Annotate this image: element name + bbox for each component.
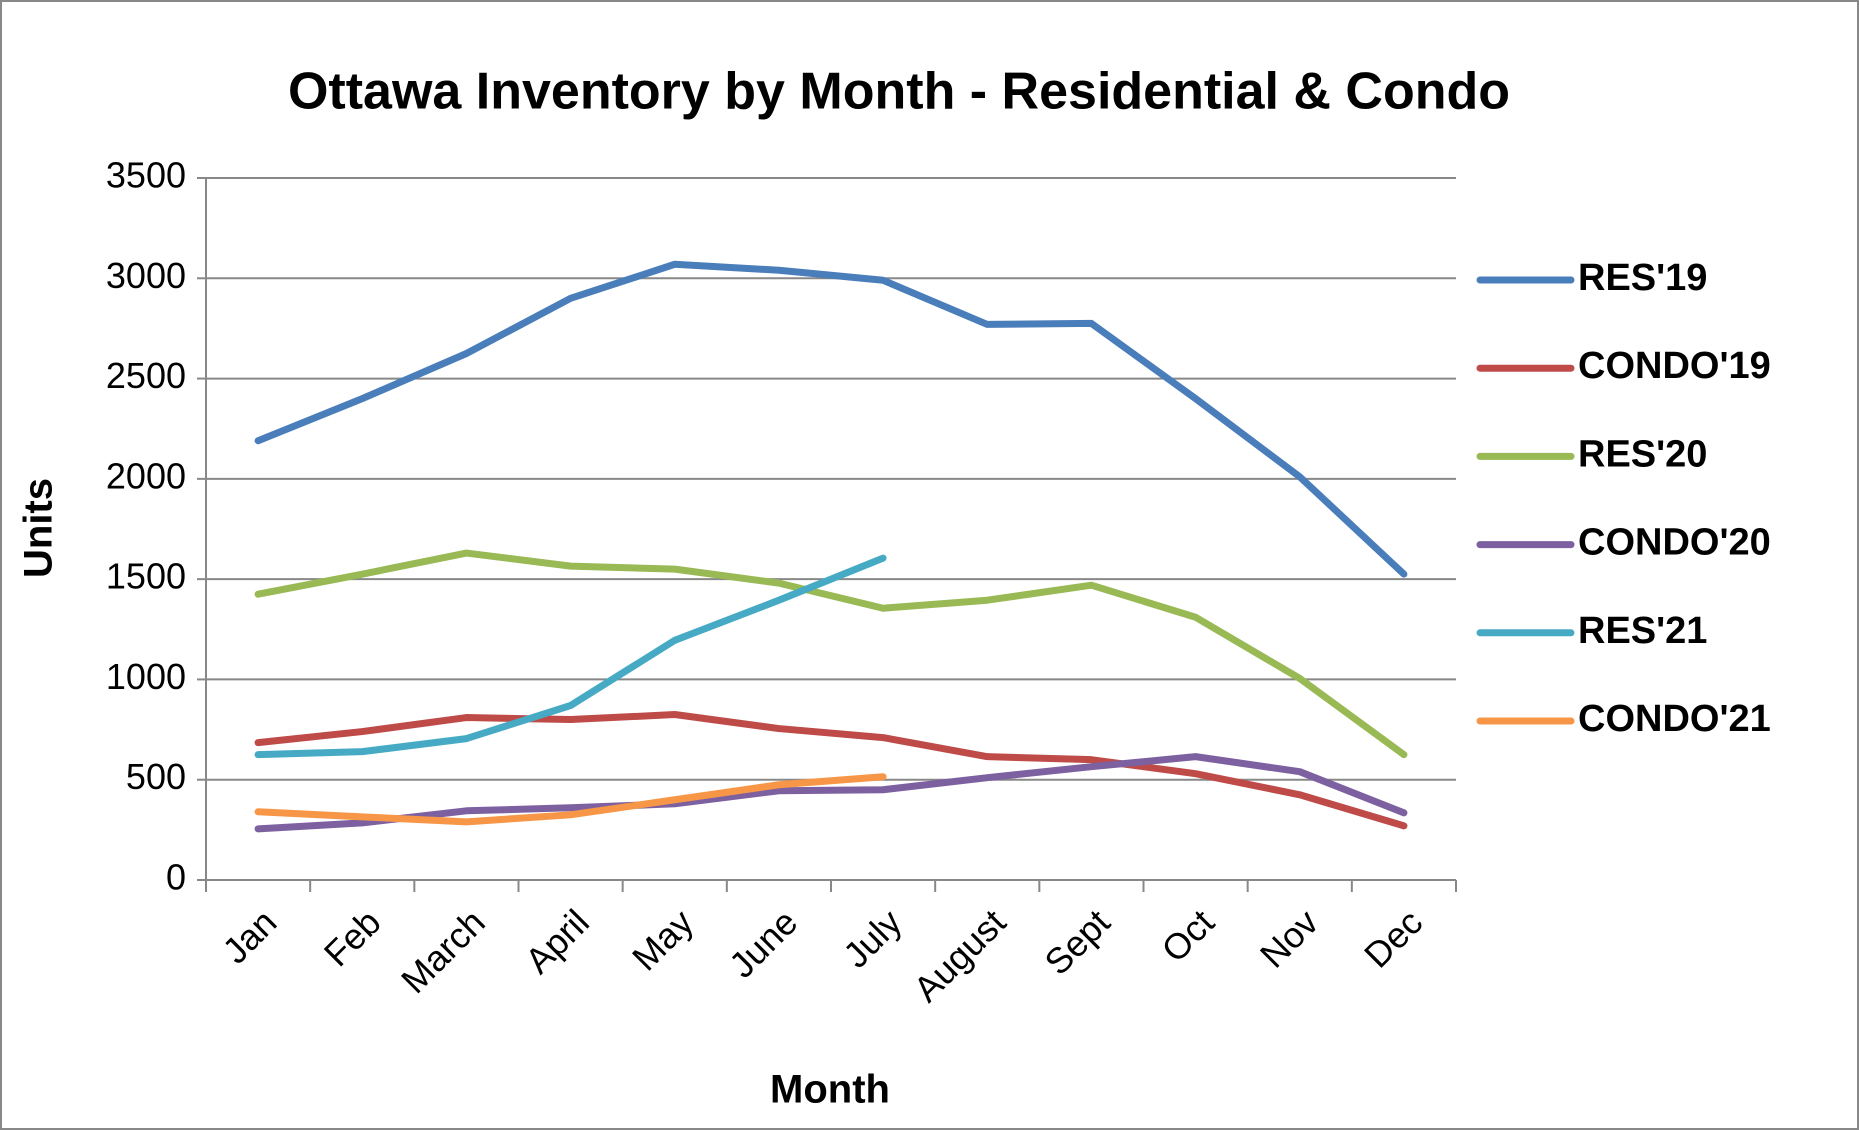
legend-label: RES'20 bbox=[1578, 433, 1707, 475]
x-axis-title: Month bbox=[770, 1068, 890, 1112]
y-tick-label: 2000 bbox=[106, 455, 186, 496]
chart-title: Ottawa Inventory by Month - Residential … bbox=[288, 63, 1510, 121]
legend-label: CONDO'21 bbox=[1578, 698, 1771, 740]
y-tick-label: 1500 bbox=[106, 556, 186, 597]
series-line bbox=[254, 260, 1408, 578]
y-tick-label: 1000 bbox=[106, 656, 186, 697]
y-tick-label: 3000 bbox=[106, 255, 186, 296]
series-line bbox=[254, 773, 887, 826]
y-tick-label: 2500 bbox=[106, 355, 186, 396]
y-tick-label: 500 bbox=[126, 756, 186, 797]
y-axis-title: Units bbox=[17, 478, 61, 578]
series-line bbox=[254, 549, 1408, 759]
legend-label: CONDO'20 bbox=[1578, 522, 1771, 564]
series-line bbox=[254, 554, 887, 759]
series-line bbox=[254, 711, 1408, 830]
legend-label: CONDO'19 bbox=[1578, 345, 1771, 387]
series-line bbox=[254, 753, 1408, 833]
y-tick-label: 0 bbox=[166, 857, 186, 898]
y-tick-label: 3500 bbox=[106, 155, 186, 196]
legend-label: RES'21 bbox=[1578, 610, 1707, 652]
legend-label: RES'19 bbox=[1578, 257, 1707, 299]
